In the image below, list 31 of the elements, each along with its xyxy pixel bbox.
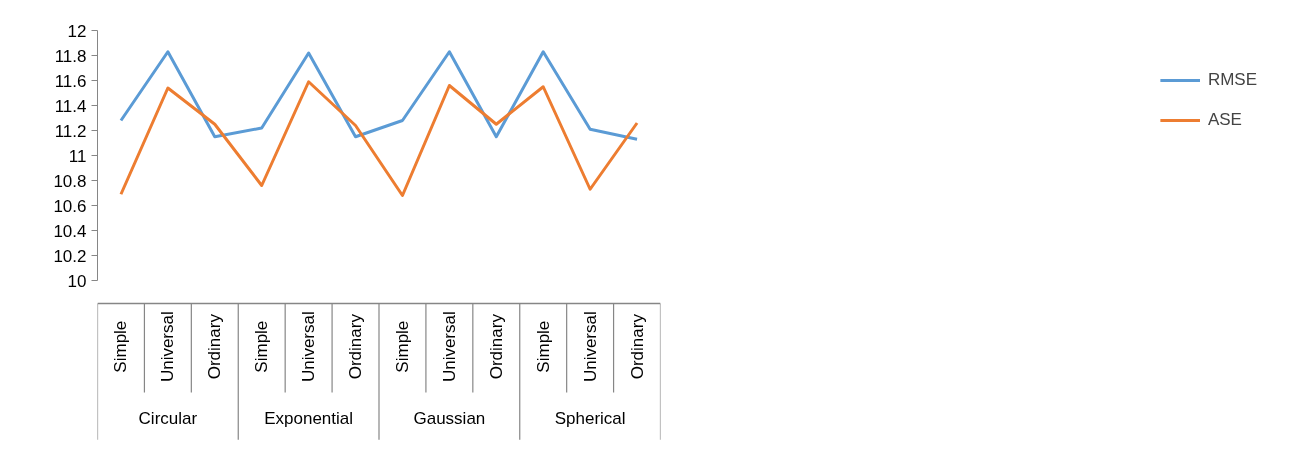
y-tick-label: 10.2 bbox=[53, 246, 87, 266]
x-tick-label: Simple bbox=[111, 320, 131, 373]
x-tick-label: Universal bbox=[580, 311, 600, 383]
text: Gaussian bbox=[413, 409, 486, 429]
legend-label: ASE bbox=[1207, 110, 1243, 130]
x-tick-label: Universal bbox=[158, 311, 178, 383]
x-tick-label: Universal bbox=[439, 311, 459, 383]
y-tick-label: 11.8 bbox=[54, 46, 87, 66]
x-tick-label: Simple bbox=[392, 320, 412, 373]
y-tick-label: 11.6 bbox=[54, 71, 87, 91]
x-tick-label: Simple bbox=[533, 320, 553, 373]
text: Circular bbox=[138, 409, 198, 429]
y-tick-label: 12 bbox=[67, 21, 87, 41]
y-tick-label: 11 bbox=[68, 146, 87, 166]
x-tick-label: Universal bbox=[299, 311, 319, 383]
x-tick-label: Simple bbox=[252, 320, 272, 373]
x-tick-label: Ordinary bbox=[486, 313, 506, 380]
x-tick-label: Ordinary bbox=[205, 313, 225, 380]
y-tick-label: 10 bbox=[67, 271, 87, 291]
text: Exponential bbox=[264, 409, 354, 429]
y-tick-label: 10.6 bbox=[53, 196, 87, 216]
y-tick-label: 10.4 bbox=[53, 221, 87, 241]
legend-label: RMSE bbox=[1207, 70, 1257, 90]
x-tick-label: Ordinary bbox=[627, 313, 647, 380]
line-series bbox=[119, 80, 639, 197]
x-tick-label: Ordinary bbox=[346, 313, 366, 380]
y-tick-label: 10.8 bbox=[53, 171, 87, 191]
text: Spherical bbox=[554, 409, 626, 429]
y-tick-label: 11.2 bbox=[54, 121, 87, 141]
line-series bbox=[119, 50, 639, 141]
y-tick-label: 11.4 bbox=[54, 96, 87, 116]
